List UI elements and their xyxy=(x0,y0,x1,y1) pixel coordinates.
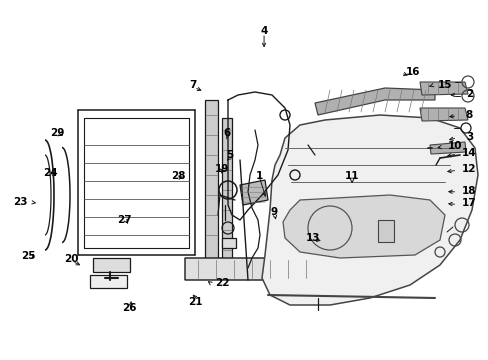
Text: 16: 16 xyxy=(405,67,420,77)
Text: 11: 11 xyxy=(344,171,359,181)
Text: 29: 29 xyxy=(50,128,65,138)
Text: 1: 1 xyxy=(255,171,262,181)
Polygon shape xyxy=(240,180,267,205)
Text: 27: 27 xyxy=(117,215,132,225)
Polygon shape xyxy=(429,142,465,154)
Text: 9: 9 xyxy=(270,207,277,217)
Text: 8: 8 xyxy=(465,110,472,120)
Text: 28: 28 xyxy=(171,171,185,181)
Polygon shape xyxy=(222,118,231,270)
Polygon shape xyxy=(184,258,329,280)
Polygon shape xyxy=(262,115,477,305)
Text: 12: 12 xyxy=(461,164,476,174)
Text: 25: 25 xyxy=(21,251,36,261)
Polygon shape xyxy=(204,100,218,260)
Polygon shape xyxy=(222,238,236,248)
Polygon shape xyxy=(283,195,444,258)
Text: 10: 10 xyxy=(447,141,461,151)
Polygon shape xyxy=(93,258,130,272)
Text: 7: 7 xyxy=(189,80,197,90)
Text: 14: 14 xyxy=(461,148,476,158)
Text: 19: 19 xyxy=(215,164,229,174)
Bar xyxy=(377,220,393,242)
Text: 22: 22 xyxy=(215,278,229,288)
Text: 15: 15 xyxy=(437,80,451,90)
Text: 6: 6 xyxy=(224,128,230,138)
Text: 23: 23 xyxy=(13,197,28,207)
Text: 4: 4 xyxy=(260,26,267,36)
Polygon shape xyxy=(90,275,127,288)
Polygon shape xyxy=(314,88,434,115)
Text: 26: 26 xyxy=(122,303,137,313)
Text: 24: 24 xyxy=(43,168,58,178)
Text: 5: 5 xyxy=(226,150,233,160)
Text: 21: 21 xyxy=(188,297,203,307)
Polygon shape xyxy=(419,108,467,121)
Text: 20: 20 xyxy=(63,254,78,264)
Text: 18: 18 xyxy=(461,186,476,196)
Text: 17: 17 xyxy=(461,198,476,208)
Text: 13: 13 xyxy=(305,233,320,243)
Text: 3: 3 xyxy=(465,132,472,142)
Polygon shape xyxy=(419,82,467,95)
Text: 2: 2 xyxy=(465,89,472,99)
